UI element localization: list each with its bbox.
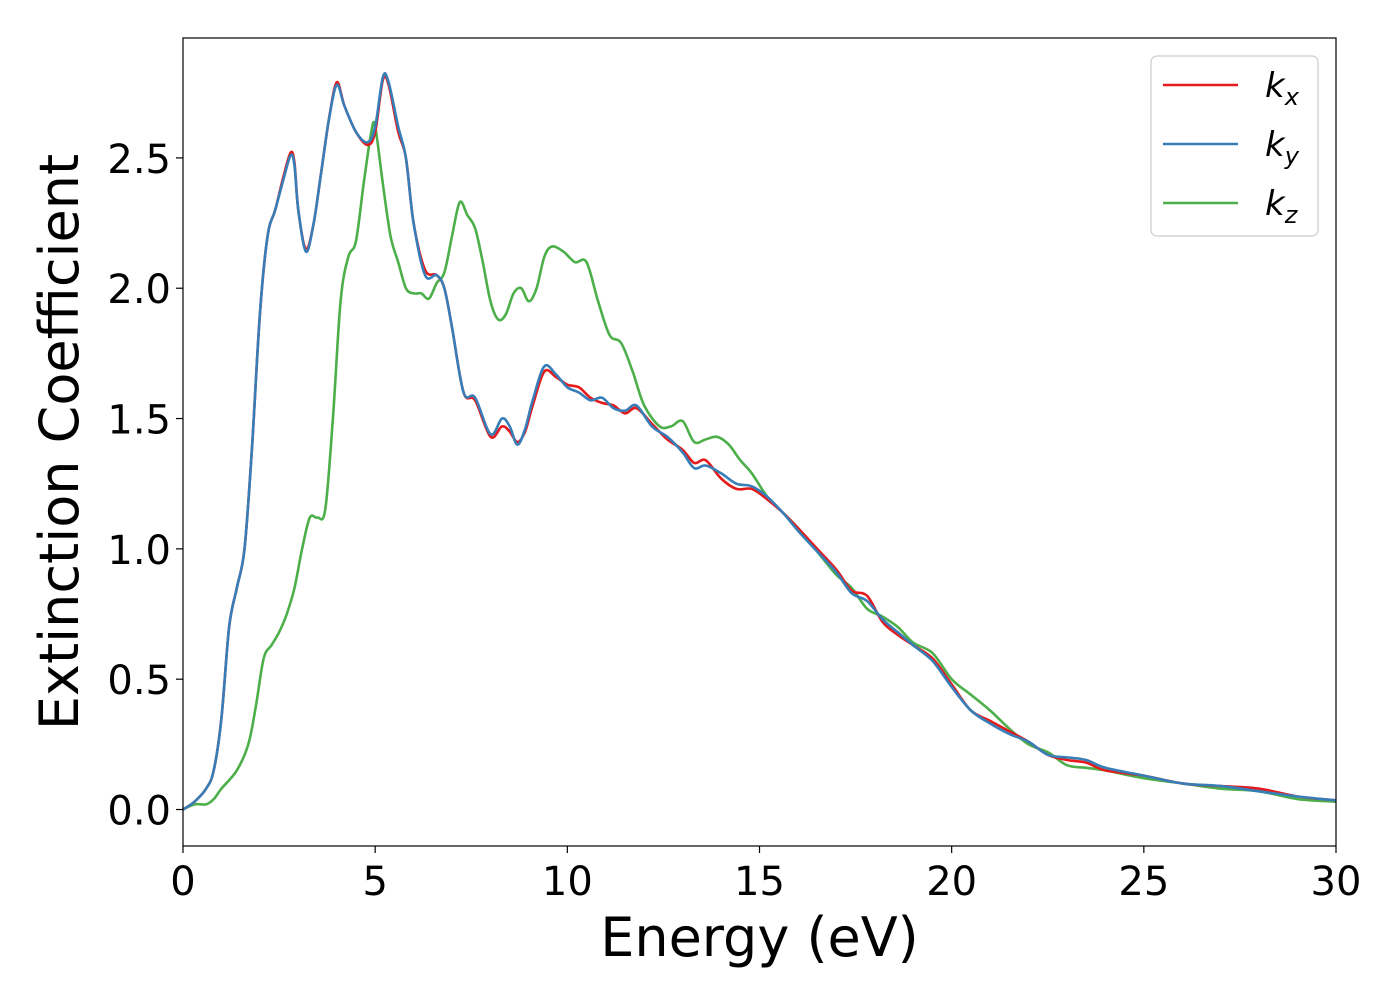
series-line-x — [183, 74, 1336, 811]
x-tick-label: 25 — [1118, 859, 1169, 905]
series-line-y — [183, 72, 1336, 811]
series-line-z — [183, 120, 1336, 811]
x-tick-label: 30 — [1311, 859, 1362, 905]
y-axis: 0.0 0.5 1.0 1.5 2.0 2.5 — [107, 137, 183, 835]
legend-box — [1150, 55, 1319, 237]
x-axis: 0 5 10 15 20 25 30 — [170, 846, 1361, 905]
y-tick-label: 0.5 — [107, 658, 171, 704]
y-tick-label: 1.5 — [107, 398, 171, 444]
x-tick-label: 5 — [362, 859, 387, 905]
y-tick-label: 0.0 — [107, 789, 171, 835]
y-tick-label: 2.0 — [107, 267, 171, 313]
x-tick-label: 10 — [542, 859, 593, 905]
y-tick-label: 2.5 — [107, 137, 171, 183]
y-tick-label: 1.0 — [107, 528, 171, 574]
x-tick-label: 20 — [926, 859, 977, 905]
series-layer — [183, 72, 1336, 811]
x-axis-title: Energy (eV) — [600, 906, 919, 969]
x-tick-label: 0 — [170, 859, 195, 905]
x-tick-label: 15 — [734, 859, 785, 905]
y-axis-title: Extinction Coefficient — [28, 154, 91, 730]
